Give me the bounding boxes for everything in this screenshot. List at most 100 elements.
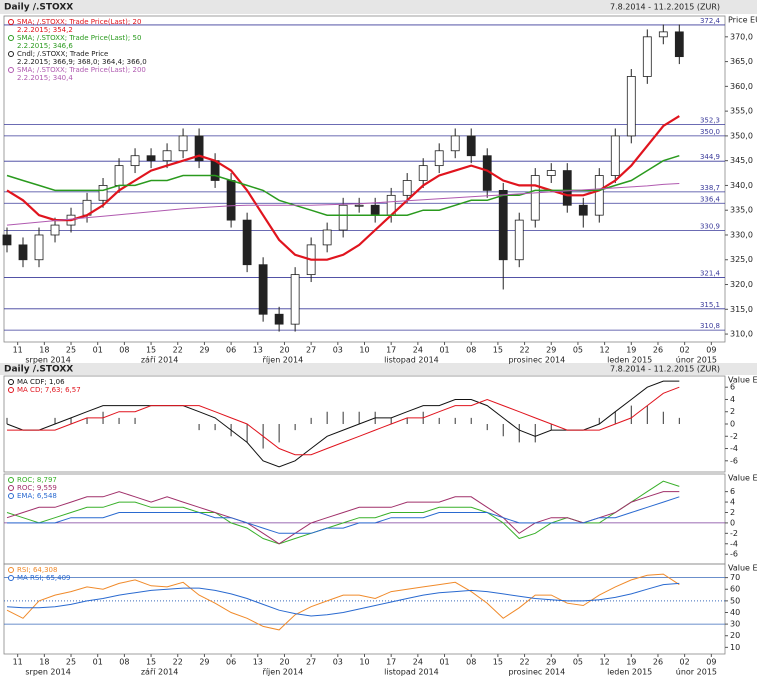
candle-body bbox=[50, 224, 60, 236]
candle-body bbox=[178, 135, 188, 152]
x-tick-label: 05 bbox=[573, 346, 583, 355]
candle-body bbox=[418, 165, 428, 181]
legend-icon bbox=[8, 19, 14, 25]
month-label: prosinec 2014 bbox=[508, 356, 565, 365]
month-label: listopad 2014 bbox=[384, 356, 439, 365]
candle-body bbox=[514, 219, 524, 261]
level-label: 310,8 bbox=[700, 322, 720, 330]
month-label: prosinec 2014 bbox=[508, 668, 565, 677]
x-tick-label: 01 bbox=[93, 346, 103, 355]
legend-value: 2.2.2015; 366,9; 368,0; 364,4; 366,0 bbox=[17, 58, 147, 66]
candle-body bbox=[146, 155, 156, 162]
y-tick-label: 355,0 bbox=[730, 107, 753, 116]
y-tick-label: 340,0 bbox=[730, 181, 753, 190]
legend-value: 2.2.2015; 354,2 bbox=[17, 26, 73, 34]
x-tick-label: 08 bbox=[466, 346, 476, 355]
y-tick-label: 370,0 bbox=[730, 32, 753, 41]
y-tick-label: 40 bbox=[730, 608, 740, 617]
legend-label: SMA; /.STOXX; Trade Price(Last); 50 bbox=[17, 34, 141, 42]
axis-label: Value EUR bbox=[728, 474, 757, 483]
y-tick-label: 0 bbox=[730, 518, 735, 527]
candle-body bbox=[546, 170, 556, 176]
series-line bbox=[6, 582, 680, 617]
chart-title: Daily /.STOXX bbox=[4, 3, 73, 13]
x-tick-label: 18 bbox=[39, 658, 49, 667]
candle-body bbox=[258, 264, 268, 315]
legend-label: SMA; /.STOXX; Trade Price(Last); 20 bbox=[17, 18, 141, 26]
candle-body bbox=[658, 31, 668, 38]
x-tick-label: 12 bbox=[600, 346, 610, 355]
legend-label: SMA; /.STOXX; Trade Price(Last); 200 bbox=[17, 66, 146, 74]
level-label: 344,9 bbox=[700, 153, 720, 161]
candle-body bbox=[162, 150, 172, 162]
x-tick-label: 15 bbox=[493, 658, 503, 667]
y-tick-label: 350,0 bbox=[730, 131, 753, 140]
x-tick-label: 22 bbox=[519, 346, 529, 355]
candle-body bbox=[290, 274, 300, 325]
candle-body bbox=[562, 170, 572, 206]
x-tick-label: 08 bbox=[119, 658, 129, 667]
level-label: 352,3 bbox=[700, 117, 720, 125]
level-label: 321,4 bbox=[700, 270, 721, 278]
level-label: 336,4 bbox=[700, 195, 721, 203]
date-range: 7.8.2014 - 11.2.2015 (ZUR) bbox=[610, 365, 720, 374]
x-tick-label: 22 bbox=[173, 346, 183, 355]
x-tick-label: 06 bbox=[226, 346, 236, 355]
legend-label: MA CDF; 1,06 bbox=[17, 378, 65, 386]
y-tick-label: 6 bbox=[730, 487, 735, 496]
x-tick-label: 26 bbox=[653, 346, 663, 355]
month-label: leden 2015 bbox=[607, 668, 652, 677]
y-tick-label: -2 bbox=[730, 529, 738, 538]
x-tick-label: 03 bbox=[333, 346, 343, 355]
candle-body bbox=[130, 155, 140, 167]
y-tick-label: 60 bbox=[730, 585, 740, 594]
axis-label: Value EUR bbox=[728, 564, 757, 573]
x-tick-label: 01 bbox=[439, 346, 449, 355]
legend-icon bbox=[8, 575, 14, 581]
level-label: 330,9 bbox=[700, 223, 720, 231]
legend-label: MA CD; 7,63; 6,57 bbox=[17, 386, 81, 394]
y-tick-label: 4 bbox=[730, 395, 735, 404]
candle-body bbox=[194, 135, 204, 162]
x-tick-label: 01 bbox=[439, 658, 449, 667]
x-tick-label: 08 bbox=[119, 346, 129, 355]
y-tick-label: 315,0 bbox=[730, 305, 753, 314]
candle-body bbox=[594, 175, 604, 216]
x-tick-label: 11 bbox=[13, 658, 23, 667]
x-tick-label: 13 bbox=[253, 346, 263, 355]
level-label: 338,7 bbox=[700, 184, 720, 192]
y-tick-label: 335,0 bbox=[730, 206, 753, 215]
x-tick-label: 17 bbox=[386, 346, 396, 355]
candle-body bbox=[322, 229, 332, 246]
y-tick-label: 6 bbox=[730, 383, 735, 392]
y-tick-label: 320,0 bbox=[730, 280, 753, 289]
x-tick-label: 24 bbox=[413, 658, 423, 667]
candle-body bbox=[466, 135, 476, 157]
x-tick-label: 02 bbox=[680, 658, 690, 667]
panel-frame bbox=[3, 473, 726, 565]
month-label: září 2014 bbox=[141, 668, 179, 677]
y-tick-label: 360,0 bbox=[730, 82, 753, 91]
candle-body bbox=[242, 219, 252, 266]
x-tick-label: 15 bbox=[493, 346, 503, 355]
x-tick-label: 18 bbox=[39, 346, 49, 355]
candle-body bbox=[370, 204, 380, 216]
x-tick-label: 20 bbox=[279, 658, 289, 667]
x-tick-label: 25 bbox=[66, 658, 76, 667]
series-line bbox=[7, 386, 680, 456]
x-tick-label: 10 bbox=[359, 346, 369, 355]
x-tick-label: 22 bbox=[173, 658, 183, 667]
y-tick-label: 330,0 bbox=[730, 230, 753, 239]
candle-body bbox=[610, 135, 620, 176]
series-line bbox=[6, 491, 680, 545]
axis-label: Price EUR bbox=[728, 16, 757, 25]
candle-body bbox=[226, 180, 236, 221]
month-label: září 2014 bbox=[141, 356, 179, 365]
y-tick-label: -2 bbox=[730, 432, 738, 441]
x-tick-label: 15 bbox=[146, 658, 156, 667]
x-tick-label: 29 bbox=[546, 346, 556, 355]
y-tick-label: 310,0 bbox=[730, 330, 753, 339]
x-tick-label: 13 bbox=[253, 658, 263, 667]
legend-label: ROC; 8,797 bbox=[17, 476, 57, 484]
x-tick-label: 06 bbox=[226, 658, 236, 667]
